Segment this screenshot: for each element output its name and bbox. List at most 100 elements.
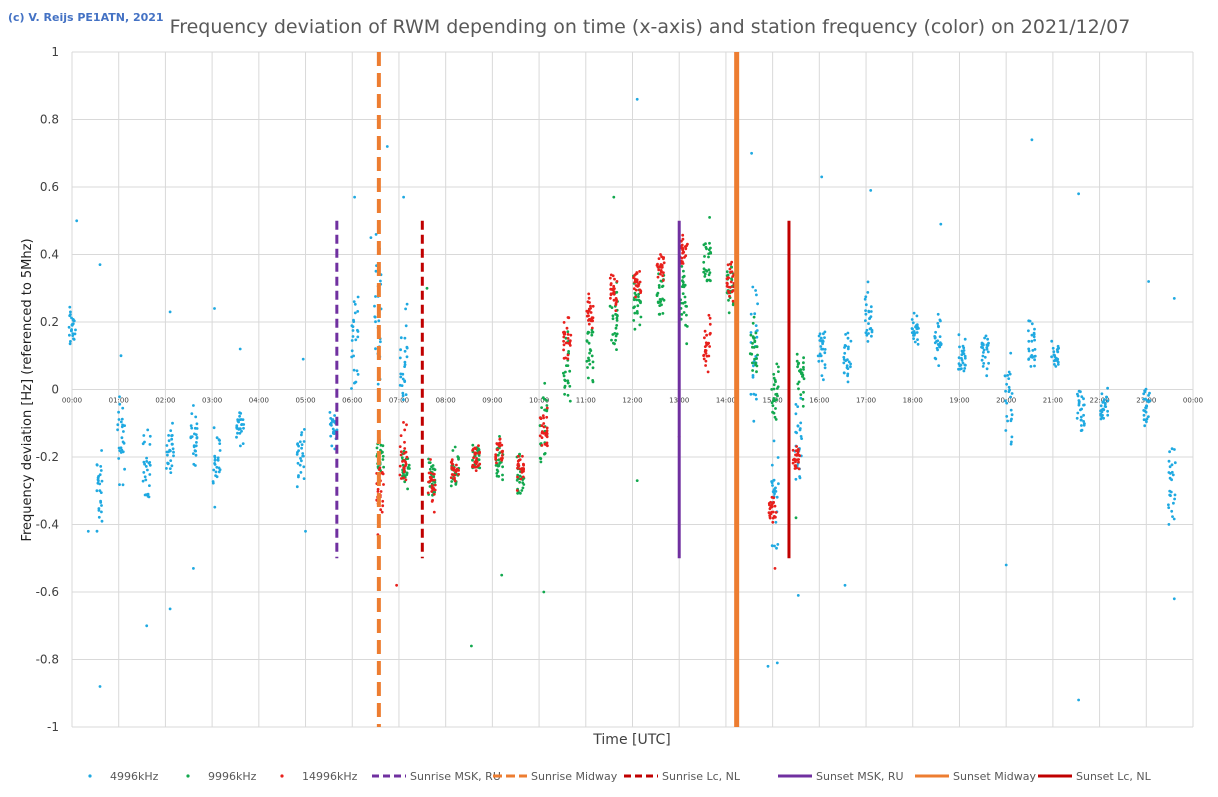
data-point xyxy=(171,421,174,425)
data-point xyxy=(795,352,799,356)
data-point xyxy=(938,318,942,322)
data-point xyxy=(166,453,169,457)
y-tick-label: -0.4 xyxy=(36,518,59,532)
data-point xyxy=(770,401,774,405)
data-point xyxy=(638,299,642,303)
data-point xyxy=(71,322,74,326)
data-point xyxy=(1077,192,1080,196)
data-point xyxy=(75,219,79,223)
data-point xyxy=(380,471,384,475)
data-point xyxy=(586,311,590,315)
data-point xyxy=(69,310,72,314)
data-point xyxy=(1104,405,1108,408)
data-point xyxy=(662,261,666,265)
data-point xyxy=(563,384,567,388)
data-point xyxy=(656,275,660,279)
data-point xyxy=(708,322,712,326)
data-point xyxy=(752,364,755,368)
data-point xyxy=(867,309,871,313)
data-point xyxy=(791,461,795,465)
data-point xyxy=(99,469,103,472)
data-point xyxy=(328,411,332,414)
data-point xyxy=(546,444,549,448)
data-point xyxy=(771,484,774,487)
event-lines xyxy=(335,52,791,727)
data-point xyxy=(1054,365,1058,368)
data-point xyxy=(866,280,870,284)
data-point xyxy=(121,440,125,444)
data-point xyxy=(1082,403,1085,407)
data-point xyxy=(568,369,572,373)
data-point xyxy=(703,336,706,340)
data-point xyxy=(798,476,802,480)
data-point xyxy=(1056,360,1060,364)
data-point xyxy=(451,473,455,477)
data-point xyxy=(1010,440,1013,444)
data-point xyxy=(774,490,778,493)
data-point xyxy=(793,464,797,468)
data-point xyxy=(95,463,99,466)
data-point xyxy=(727,298,730,302)
data-point xyxy=(213,458,217,462)
data-point xyxy=(1008,372,1012,376)
data-point xyxy=(563,392,566,396)
x-tick-label: 14:00 xyxy=(716,397,736,405)
data-point xyxy=(1006,419,1009,423)
data-point xyxy=(1144,410,1148,414)
data-point xyxy=(453,445,457,449)
data-point xyxy=(755,335,759,339)
data-point xyxy=(797,458,800,461)
data-point xyxy=(399,348,402,352)
data-point xyxy=(798,454,801,457)
data-point xyxy=(473,465,477,469)
data-point xyxy=(755,293,758,297)
data-point xyxy=(637,292,641,296)
data-point xyxy=(1173,497,1176,501)
data-point xyxy=(934,330,937,334)
data-point xyxy=(432,467,435,471)
data-point xyxy=(913,340,917,344)
data-point xyxy=(218,449,222,452)
data-point xyxy=(516,459,520,463)
data-point xyxy=(1032,335,1036,339)
data-point xyxy=(118,483,121,486)
data-point xyxy=(541,414,545,418)
data-point xyxy=(609,287,613,291)
data-point xyxy=(801,397,805,401)
data-point xyxy=(842,358,846,361)
data-point xyxy=(190,412,194,415)
data-point xyxy=(1173,448,1176,451)
data-point xyxy=(376,487,380,491)
data-point xyxy=(405,473,409,476)
data-point xyxy=(847,345,850,349)
data-point xyxy=(960,353,964,357)
data-point xyxy=(910,327,914,330)
data-point xyxy=(1007,377,1011,380)
data-point xyxy=(1167,523,1171,526)
legend-label: Sunset Lc, NL xyxy=(1076,770,1152,783)
data-point xyxy=(406,467,410,470)
data-point xyxy=(120,436,124,440)
data-point xyxy=(401,394,405,398)
data-point xyxy=(516,491,519,495)
data-point xyxy=(799,396,803,400)
data-point xyxy=(869,189,873,192)
data-point xyxy=(213,456,217,459)
data-point xyxy=(1004,563,1008,567)
data-point xyxy=(849,339,853,343)
data-point xyxy=(96,476,100,480)
data-point xyxy=(960,367,963,370)
data-point xyxy=(148,463,152,467)
data-point xyxy=(1032,333,1036,336)
y-tick-label: 0.4 xyxy=(40,248,59,262)
data-point xyxy=(380,510,384,514)
data-point xyxy=(475,451,478,455)
data-point xyxy=(1052,353,1056,357)
data-point xyxy=(985,374,989,378)
data-point xyxy=(615,313,619,317)
data-point xyxy=(823,348,827,351)
data-point xyxy=(407,463,411,467)
data-point xyxy=(192,567,195,570)
data-point xyxy=(614,338,617,342)
data-point xyxy=(165,467,168,470)
